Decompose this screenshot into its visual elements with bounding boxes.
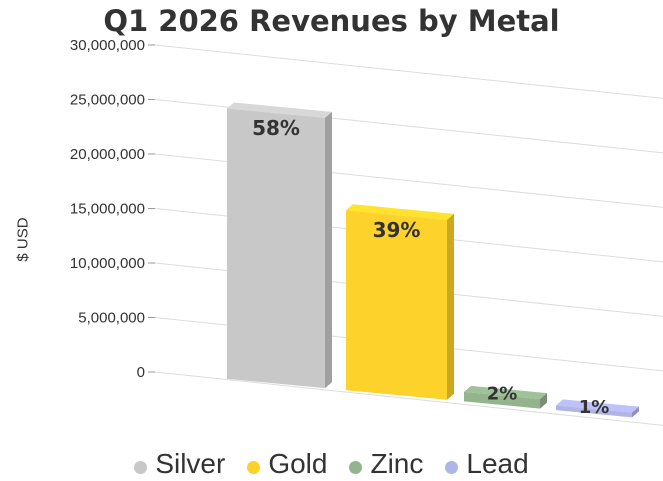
data-label: 2% bbox=[487, 383, 518, 404]
bar-top bbox=[556, 399, 639, 413]
bar bbox=[464, 391, 540, 409]
gridline bbox=[154, 371, 663, 426]
bar-side bbox=[632, 406, 639, 418]
legend-swatch bbox=[349, 460, 363, 474]
bar-top bbox=[227, 102, 332, 118]
y-axis-label: $ USD bbox=[14, 217, 32, 262]
legend-item: Silver bbox=[134, 448, 225, 480]
bar-side bbox=[447, 213, 454, 400]
y-tick-label: 15,000,000 bbox=[70, 201, 145, 218]
legend-swatch bbox=[134, 460, 148, 474]
legend-label: Gold bbox=[268, 448, 328, 479]
legend-swatch bbox=[445, 460, 459, 474]
legend: Silver Gold Zinc Lead bbox=[0, 448, 663, 480]
bar bbox=[346, 210, 447, 400]
bar bbox=[227, 108, 325, 389]
bar-top bbox=[346, 204, 454, 220]
gridline bbox=[154, 44, 663, 99]
chart-title: Q1 2026 Revenues by Metal bbox=[103, 4, 560, 38]
legend-label: Lead bbox=[466, 448, 529, 479]
legend-swatch bbox=[247, 460, 261, 474]
y-tick-label: 10,000,000 bbox=[70, 255, 145, 272]
legend-item: Lead bbox=[445, 448, 529, 480]
y-tick-label: 25,000,000 bbox=[70, 92, 145, 109]
bar bbox=[556, 405, 632, 418]
legend-label: Silver bbox=[155, 448, 226, 479]
bar-top bbox=[464, 385, 547, 400]
y-tick-label: 20,000,000 bbox=[70, 146, 145, 163]
data-label: 58% bbox=[252, 116, 300, 140]
legend-item: Zinc bbox=[349, 448, 423, 480]
bar-side bbox=[325, 111, 332, 389]
data-label: 1% bbox=[579, 397, 610, 418]
y-tick-label: 30,000,000 bbox=[70, 37, 145, 54]
legend-label: Zinc bbox=[370, 448, 424, 479]
y-tick-label: 0 bbox=[137, 364, 145, 381]
data-label: 39% bbox=[373, 218, 421, 242]
bar-side bbox=[540, 393, 547, 409]
y-tick-label: 5,000,000 bbox=[78, 310, 145, 327]
legend-item: Gold bbox=[247, 448, 327, 480]
